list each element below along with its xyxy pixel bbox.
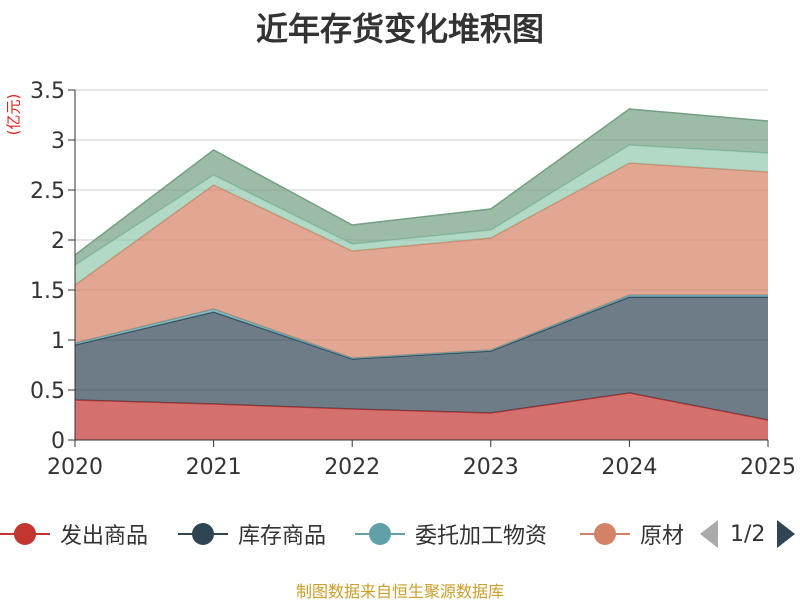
legend-item-3[interactable]: 委托加工物资 bbox=[355, 514, 547, 554]
legend-label-1: 发出商品 bbox=[60, 524, 149, 549]
y-tick-label: 3 bbox=[51, 129, 65, 154]
y-tick-label: 1.5 bbox=[30, 279, 65, 304]
y-tick-label: 1 bbox=[51, 329, 65, 354]
x-tick-label: 2022 bbox=[324, 455, 380, 480]
legend: 发出商品 库存商品 委托加工物资 原材 1/2 bbox=[0, 514, 800, 554]
chart-title: 近年存货变化堆积图 bbox=[255, 10, 544, 48]
x-tick-label: 2023 bbox=[463, 455, 519, 480]
x-tick-label: 2020 bbox=[47, 455, 103, 480]
legend-marker-1 bbox=[0, 522, 50, 546]
legend-item-2[interactable]: 库存商品 bbox=[178, 514, 326, 554]
y-tick-label: 2.5 bbox=[30, 179, 65, 204]
legend-label-3: 委托加工物资 bbox=[415, 524, 548, 549]
data-source-note: 制图数据来自恒生聚源数据库 bbox=[295, 582, 504, 601]
legend-marker-4 bbox=[580, 522, 630, 546]
y-tick-label: 3.5 bbox=[30, 79, 65, 104]
area-series-6 bbox=[75, 109, 768, 265]
legend-items: 发出商品 库存商品 委托加工物资 原材 bbox=[0, 514, 684, 554]
x-tick-label: 2021 bbox=[186, 455, 242, 480]
y-tick-label: 0.5 bbox=[30, 379, 65, 404]
legend-marker-3 bbox=[355, 522, 405, 546]
legend-pager: 1/2 bbox=[700, 514, 796, 554]
legend-prev-arrow-icon[interactable] bbox=[700, 520, 718, 548]
legend-next-arrow-icon[interactable] bbox=[777, 520, 796, 548]
area-series-5 bbox=[75, 145, 768, 285]
legend-marker-2 bbox=[178, 522, 228, 546]
x-tick-label: 2025 bbox=[740, 455, 796, 480]
legend-page-indicator: 1/2 bbox=[730, 521, 766, 547]
x-tick-label: 2024 bbox=[601, 455, 657, 480]
legend-item-4[interactable]: 原材 bbox=[580, 514, 684, 554]
area-series-2 bbox=[75, 297, 768, 420]
legend-label-2: 库存商品 bbox=[238, 524, 327, 549]
y-tick-label: 2 bbox=[51, 229, 65, 254]
legend-label-4: 原材 bbox=[640, 524, 684, 549]
stacked-area-chart: 0 0.5 1 1.5 2 2.5 3 3.5 2020 2021 2022 2023 2024 2025 bbox=[30, 79, 796, 480]
area-series-4 bbox=[75, 163, 768, 358]
area-series-1 bbox=[75, 393, 768, 440]
series-line-6 bbox=[74, 108, 769, 256]
y-tick-label: 0 bbox=[51, 429, 65, 454]
legend-item-1[interactable]: 发出商品 bbox=[0, 514, 148, 554]
